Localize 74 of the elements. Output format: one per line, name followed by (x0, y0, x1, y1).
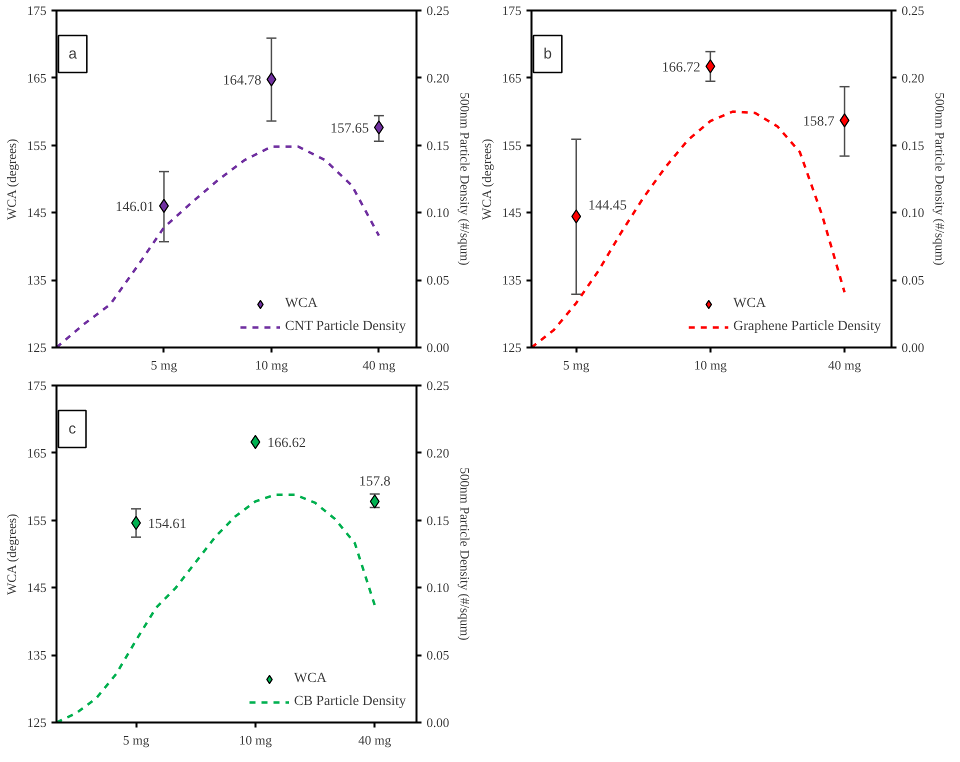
y-tick-label: 145 (502, 205, 522, 220)
y-tick-label: 125 (502, 340, 522, 355)
x-tick-label: 40 mg (362, 358, 396, 372)
y2-tick-label: 0.20 (426, 70, 450, 86)
y-tick-label: 135 (502, 272, 522, 288)
y2-tick-label: 0.00 (902, 340, 924, 355)
x-tick-label: 5 mg (122, 732, 150, 748)
y-tick-label: 155 (27, 138, 46, 153)
y2-tick-label: 0.25 (426, 3, 450, 18)
y-tick-label: 145 (27, 205, 46, 220)
y2-tick-label: 0.00 (426, 340, 450, 355)
data-label: 158.7 (803, 114, 835, 130)
y2-tick-label: 0.15 (426, 138, 450, 153)
y2-axis-title: 500nm Particle Density (#/squm) (457, 468, 472, 640)
y2-axis-title: 500nm Particle Density (#/squm) (457, 92, 472, 266)
x-tick-label: 5 mg (563, 358, 590, 372)
annotation: a (68, 46, 78, 62)
data-label: 146.01 (115, 200, 154, 215)
y-tick-label: 135 (27, 648, 46, 663)
data-label: 166.62 (267, 436, 306, 451)
point (266, 72, 276, 86)
data-label: 154.61 (148, 516, 187, 532)
annotation: b (544, 46, 552, 62)
legend-label: WCA (294, 671, 327, 687)
y-tick-label: 175 (502, 3, 522, 18)
y2-tick-label: 0.00 (426, 715, 450, 730)
x-tick-label: 10 mg (238, 732, 272, 748)
y-tick-label: 155 (502, 138, 522, 153)
x-tick-label: 40 mg (828, 358, 862, 372)
y2-tick-label: 0.05 (426, 272, 450, 288)
y-tick-label: 145 (27, 580, 46, 596)
y2-tick-label: 0.05 (902, 272, 924, 288)
data-label: 157.8 (358, 474, 390, 490)
y-tick-label: 125 (27, 715, 46, 730)
y2-axis-title: 500nm Particle Density (#/squm) (932, 92, 948, 266)
data-label: 166.72 (662, 60, 700, 76)
y2-tick-label: 0.25 (426, 378, 450, 393)
y-axis-title: WCA (degrees) (479, 138, 494, 220)
y-tick-label: 155 (27, 512, 46, 528)
y-tick-label: 165 (27, 70, 46, 86)
legend-label: WCA (733, 296, 766, 312)
y2-tick-label: 0.25 (902, 3, 924, 18)
y-tick-label: 125 (27, 340, 46, 355)
data-label: 157.65 (330, 121, 369, 136)
point (705, 59, 716, 74)
y2-tick-label: 0.20 (426, 445, 450, 460)
y2-tick-label: 0.15 (902, 138, 924, 153)
data-label: 164.78 (222, 73, 262, 88)
y-tick-label: 175 (27, 378, 46, 393)
y2-tick-label: 0.10 (902, 205, 924, 220)
y2-tick-label: 0.10 (426, 205, 450, 220)
y-tick-label: 165 (502, 70, 522, 86)
legend-label: CB Particle Density (294, 694, 406, 710)
y-tick-label: 175 (27, 3, 46, 18)
legend-label: Graphene Particle Density (733, 319, 881, 335)
point (374, 120, 384, 135)
x-tick-label: 10 mg (694, 358, 728, 372)
legend-label: CNT Particle Density (284, 319, 406, 335)
annotation: c (68, 420, 76, 438)
y2-tick-label: 0.15 (426, 512, 450, 528)
point (571, 209, 582, 224)
y-tick-label: 135 (27, 272, 46, 288)
y2-tick-label: 0.20 (902, 70, 924, 86)
y-axis-title: WCA (degrees) (4, 514, 19, 595)
y-tick-label: 165 (27, 445, 46, 460)
y2-tick-label: 0.10 (426, 580, 450, 596)
point (250, 434, 260, 450)
x-tick-label: 10 mg (254, 358, 288, 372)
legend-label: WCA (284, 296, 318, 312)
data-label: 144.45 (588, 198, 627, 214)
x-tick-label: 40 mg (358, 732, 392, 748)
x-tick-label: 5 mg (150, 358, 178, 372)
y-axis-title: WCA (degrees) (4, 138, 19, 220)
y2-tick-label: 0.05 (426, 648, 450, 663)
